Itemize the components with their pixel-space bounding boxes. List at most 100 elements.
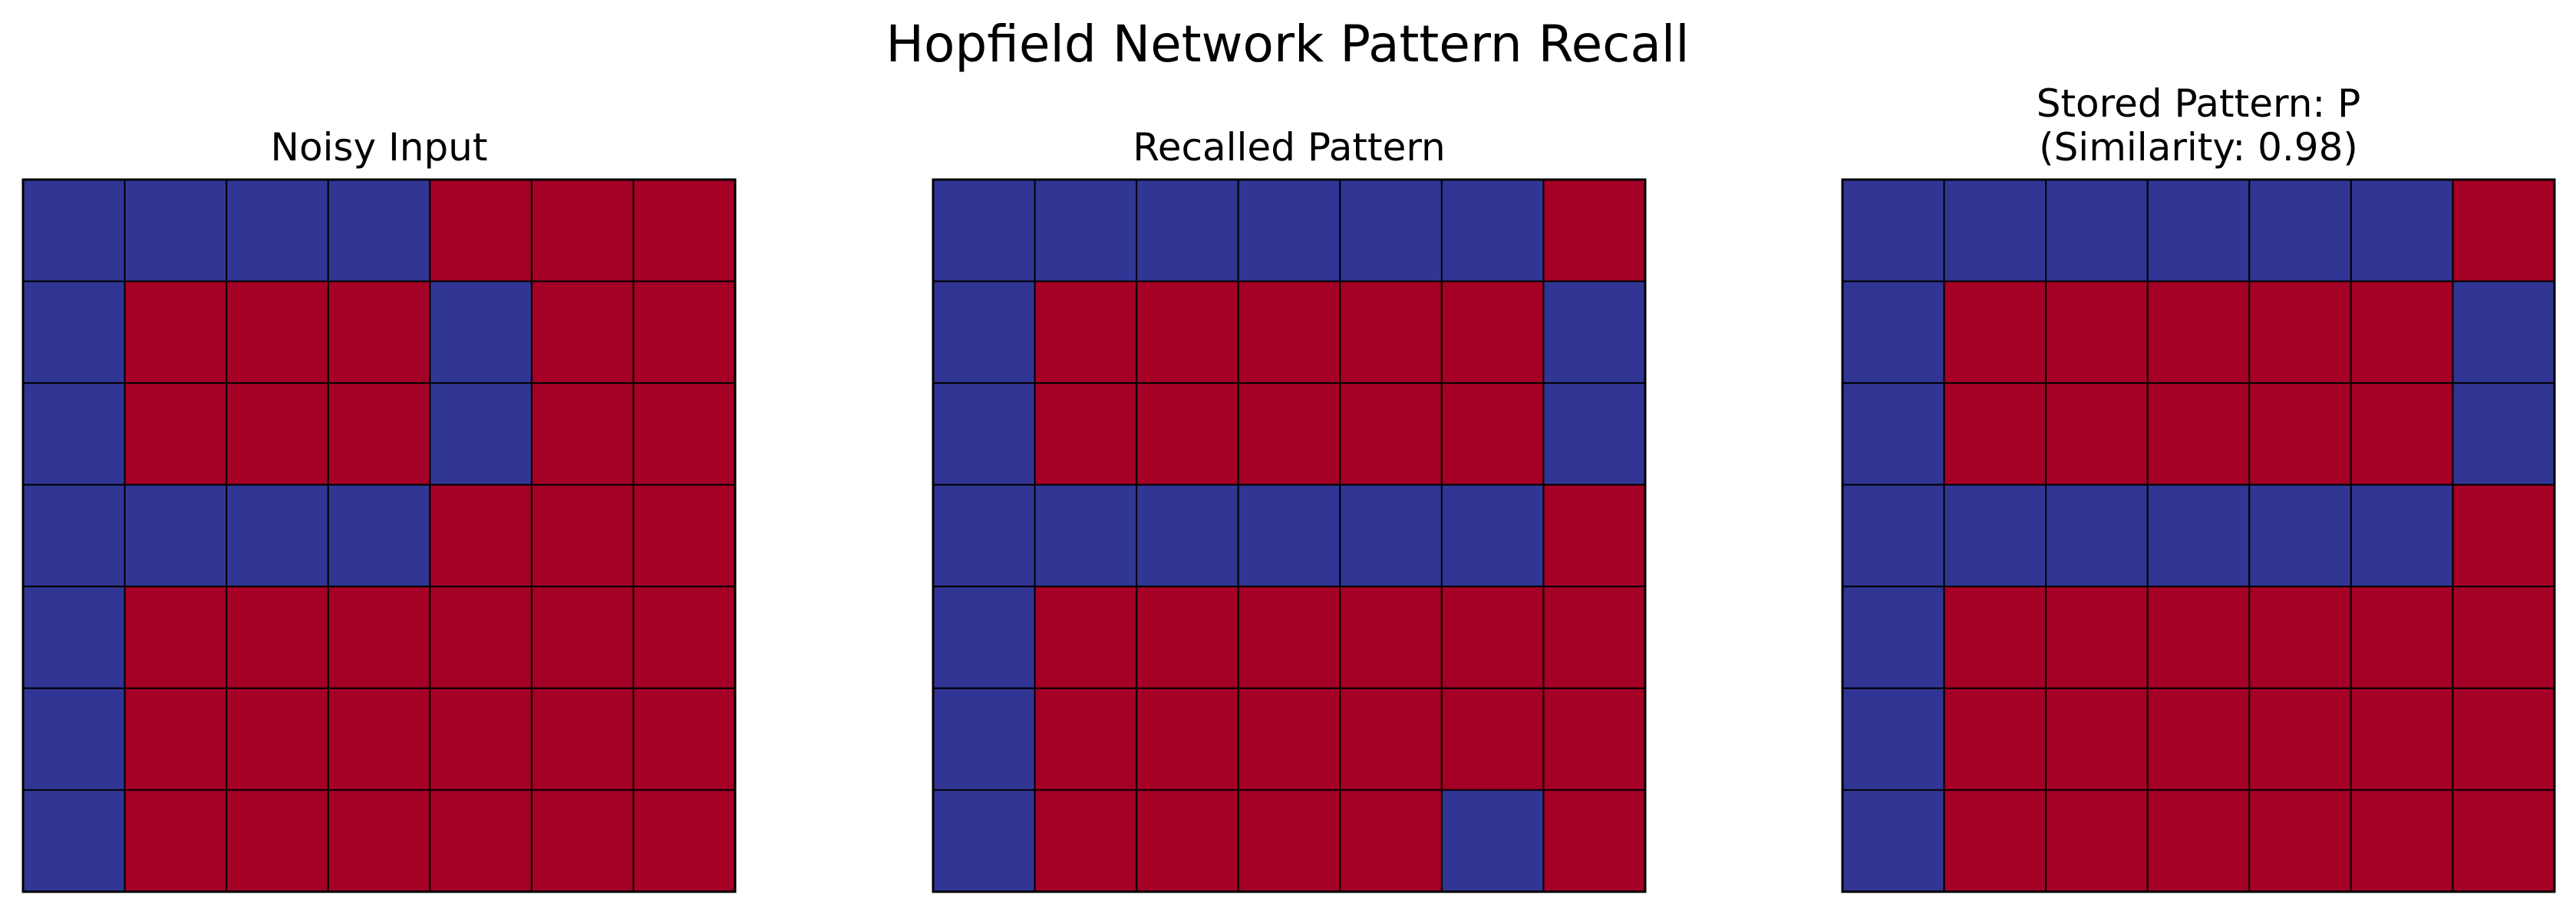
grid-cell <box>1339 179 1443 282</box>
grid-cell <box>429 789 533 893</box>
grid-cell <box>1542 687 1647 791</box>
grid-cell <box>22 789 126 893</box>
grid-cell <box>2350 382 2454 486</box>
figure-title: Hopfield Network Pattern Recall <box>886 15 1689 74</box>
grid-cell <box>124 586 228 689</box>
grid-cell <box>632 483 737 588</box>
grid-cell <box>429 483 533 588</box>
grid-cell <box>932 687 1036 791</box>
panels: Noisy Input Recalled Pattern Stored Patter… <box>21 81 2556 893</box>
grid-cell <box>327 179 431 282</box>
grid-cell <box>2146 789 2251 893</box>
grid-cell <box>1237 280 1341 384</box>
grid-cell <box>2350 586 2454 689</box>
grid-cell <box>1136 586 1239 689</box>
grid-cell <box>1136 483 1239 588</box>
grid-cell <box>429 280 533 384</box>
panel-frame <box>1841 178 2556 893</box>
grid-cell <box>2350 687 2454 791</box>
grid-cell <box>327 382 431 486</box>
grid-cell <box>226 280 329 384</box>
grid-cell <box>226 586 329 689</box>
grid-cell <box>1339 280 1443 384</box>
panel-3: Stored Pattern: P(Similarity: 0.98) <box>1841 81 2556 893</box>
grid-cell <box>2452 687 2555 791</box>
grid-cell <box>1943 789 2047 893</box>
grid-cell <box>2350 789 2454 893</box>
grid-cell <box>2350 179 2454 282</box>
grid-cell <box>22 483 126 588</box>
grid-cell <box>1034 789 1138 893</box>
grid-cell <box>2146 586 2251 689</box>
grid-cell <box>226 382 329 486</box>
grid-cell <box>1842 586 1945 689</box>
grid-cell <box>1034 382 1138 486</box>
grid-cell <box>429 586 533 689</box>
grid-cell <box>124 179 228 282</box>
grid-cell <box>1943 382 2047 486</box>
grid-cell <box>1237 687 1341 791</box>
grid-cell <box>1842 483 1945 588</box>
grid-cell <box>1842 687 1945 791</box>
grid-cell <box>22 382 126 486</box>
grid-cell <box>1136 789 1239 893</box>
grid-cell <box>530 687 635 791</box>
grid-cell <box>327 483 431 588</box>
grid-cell <box>429 687 533 791</box>
grid-cell <box>932 586 1036 689</box>
grid-cell <box>932 382 1036 486</box>
panel-frame <box>932 178 1647 893</box>
grid-cell <box>2146 483 2251 588</box>
grid-cell <box>327 789 431 893</box>
grid-cell <box>530 483 635 588</box>
grid-cell <box>226 789 329 893</box>
grid-cell <box>1943 280 2047 384</box>
grid-cell <box>2248 789 2352 893</box>
grid-cell <box>2045 280 2149 384</box>
grid-cell <box>226 687 329 791</box>
panel-frame <box>21 178 737 893</box>
grid-cell <box>124 687 228 791</box>
grid-cell <box>327 280 431 384</box>
grid-cell <box>932 483 1036 588</box>
panel-1: Noisy Input <box>21 125 737 893</box>
grid-cell <box>22 687 126 791</box>
grid-cell <box>2452 483 2555 588</box>
grid-cell <box>1440 586 1545 689</box>
grid-cell <box>1440 382 1545 486</box>
grid-cell <box>1034 483 1138 588</box>
grid-cell <box>1237 789 1341 893</box>
grid-cell <box>1440 280 1545 384</box>
grid-cell <box>1542 789 1647 893</box>
grid-cell <box>2452 789 2555 893</box>
grid-cell <box>226 483 329 588</box>
grid-cell <box>530 179 635 282</box>
grid-cell <box>124 483 228 588</box>
grid-cell <box>632 179 737 282</box>
grid-cell <box>1842 179 1945 282</box>
grid-cell <box>22 280 126 384</box>
grid-cell <box>530 382 635 486</box>
grid-cell <box>1440 687 1545 791</box>
grid-cell <box>2248 483 2352 588</box>
grid-cell <box>2045 687 2149 791</box>
grid-cell <box>1542 483 1647 588</box>
grid-cell <box>932 179 1036 282</box>
grid-cell <box>1842 280 1945 384</box>
grid-cell <box>2248 280 2352 384</box>
grid-cell <box>530 280 635 384</box>
grid-cell <box>2045 382 2149 486</box>
grid-cell <box>1034 586 1138 689</box>
grid-cell <box>2045 586 2149 689</box>
grid-cell <box>632 382 737 486</box>
grid-cell <box>2350 483 2454 588</box>
grid-cell <box>1842 382 1945 486</box>
grid-cell <box>22 179 126 282</box>
grid-cell <box>2452 179 2555 282</box>
grid-cell <box>2045 483 2149 588</box>
grid-cell <box>1237 179 1341 282</box>
grid-cell <box>2452 586 2555 689</box>
grid-cell <box>1136 280 1239 384</box>
grid-cell <box>1440 179 1545 282</box>
